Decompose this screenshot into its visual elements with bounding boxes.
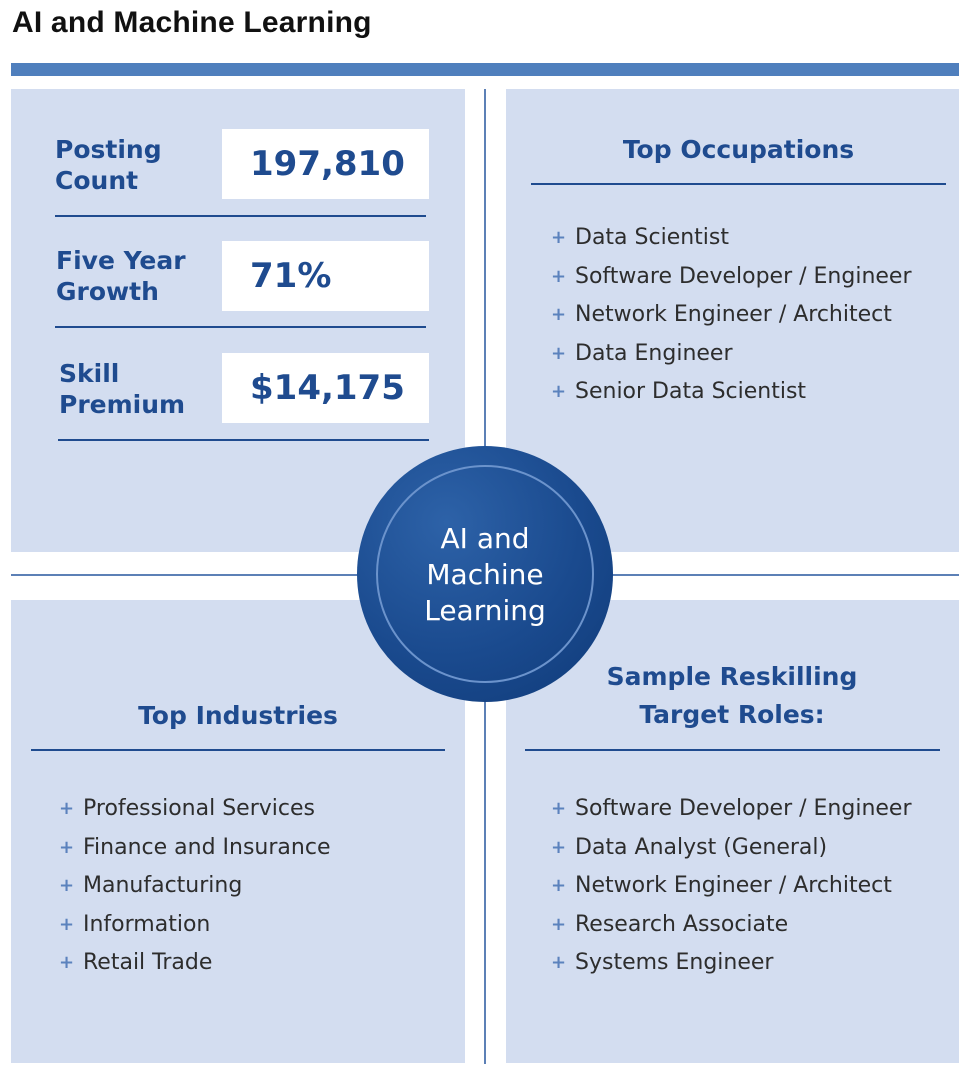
list-item: + Senior Data Scientist	[551, 373, 912, 412]
center-badge-line: Learning	[424, 594, 546, 627]
list-item-label: Manufacturing	[83, 873, 243, 898]
stat-label-line: Skill	[59, 359, 120, 388]
reskilling-title: Sample Reskilling Target Roles:	[525, 661, 939, 730]
list-item-label: Data Engineer	[575, 340, 733, 366]
plus-icon: +	[59, 875, 75, 896]
list-item: + Network Engineer / Architect	[551, 867, 912, 906]
plus-icon: +	[551, 342, 567, 364]
list-item: + Retail Trade	[59, 944, 330, 983]
plus-icon: +	[59, 836, 75, 858]
center-badge-text: AI and Machine Learning	[357, 521, 613, 629]
list-item: + Software Developer / Engineer	[551, 790, 912, 829]
stat-label-line: Five Year	[56, 246, 186, 275]
list-item-label: Network Engineer / Architect	[575, 302, 892, 327]
stat-label-five-year-growth: Five Year Growth	[56, 245, 186, 307]
plus-icon: +	[551, 952, 567, 973]
center-badge-ring	[376, 465, 594, 683]
list-item-label: Data Analyst (General)	[575, 834, 828, 860]
list-item-label: Data Scientist	[575, 225, 729, 250]
section-divider	[31, 749, 445, 751]
stat-label-line: Count	[55, 166, 139, 195]
list-item-label: Professional Services	[83, 796, 315, 821]
stat-box-five-year-growth: 71%	[222, 241, 429, 311]
list-item: + Information	[59, 906, 330, 945]
stat-divider	[58, 439, 429, 441]
stat-value-posting-count: 197,810	[250, 144, 405, 184]
stat-label-line: Growth	[56, 277, 159, 306]
top-industries-title: Top Industries	[138, 701, 338, 730]
list-item-label: Software Developer / Engineer	[575, 263, 912, 289]
top-occupations-list: + Data Scientist + Software Developer / En…	[551, 219, 912, 412]
plus-icon: +	[551, 913, 567, 935]
reskilling-list: + Software Developer / Engineer + Data Ana…	[551, 790, 912, 983]
list-item-label: Network Engineer / Architect	[575, 873, 892, 898]
list-item: + Data Engineer	[551, 335, 912, 374]
list-item: + Data Scientist	[551, 219, 912, 258]
plus-icon: +	[551, 381, 567, 402]
stat-box-skill-premium: $14,175	[222, 353, 429, 423]
list-item-label: Retail Trade	[83, 950, 213, 975]
stat-label-skill-premium: Skill Premium	[59, 358, 185, 420]
top-occupations-title: Top Occupations	[622, 135, 855, 164]
list-item-label: Systems Engineer	[575, 950, 774, 975]
list-item: + Professional Services	[59, 790, 330, 829]
plus-icon: +	[551, 798, 567, 819]
stat-value-five-year-growth: 71%	[250, 256, 332, 296]
stat-divider	[55, 326, 426, 328]
section-divider	[525, 749, 940, 751]
stat-label-posting-count: Posting Count	[55, 134, 162, 196]
plus-icon: +	[551, 875, 567, 896]
center-badge-line: Machine	[426, 558, 544, 591]
list-item: + Finance and Insurance	[59, 829, 330, 868]
reskilling-panel	[506, 600, 959, 1063]
plus-icon: +	[551, 304, 567, 325]
list-item: + Manufacturing	[59, 867, 330, 906]
reskilling-title-line: Target Roles:	[639, 700, 825, 729]
list-item: + Systems Engineer	[551, 944, 912, 983]
page-title: AI and Machine Learning	[12, 6, 372, 39]
list-item-label: Research Associate	[575, 911, 789, 937]
list-item: + Network Engineer / Architect	[551, 296, 912, 335]
list-item: + Research Associate	[551, 906, 912, 945]
plus-icon: +	[59, 913, 75, 935]
list-item-label: Software Developer / Engineer	[575, 796, 912, 821]
plus-icon: +	[551, 836, 567, 858]
section-divider	[531, 183, 946, 185]
list-item-label: Senior Data Scientist	[575, 379, 807, 404]
title-divider-bar	[11, 63, 959, 76]
stat-label-line: Posting	[55, 135, 162, 164]
list-item-label: Finance and Insurance	[83, 834, 331, 860]
top-industries-list: + Professional Services + Finance and Insu…	[59, 790, 330, 983]
plus-icon: +	[551, 265, 567, 287]
plus-icon: +	[59, 952, 75, 973]
stat-label-line: Premium	[59, 390, 186, 419]
list-item: + Data Analyst (General)	[551, 829, 912, 868]
stat-value-skill-premium: $14,175	[250, 368, 405, 408]
center-badge-line: AI and	[440, 522, 530, 555]
stat-box-posting-count: 197,810	[222, 129, 429, 199]
center-topic-badge: AI and Machine Learning	[357, 446, 613, 702]
list-item: + Software Developer / Engineer	[551, 258, 912, 297]
reskilling-title-line: Sample Reskilling	[606, 662, 858, 691]
top-industries-panel	[11, 600, 465, 1063]
plus-icon: +	[59, 798, 75, 819]
plus-icon: +	[551, 227, 567, 248]
top-occupations-panel	[506, 89, 959, 552]
stat-divider	[55, 215, 426, 217]
list-item-label: Information	[83, 911, 211, 937]
